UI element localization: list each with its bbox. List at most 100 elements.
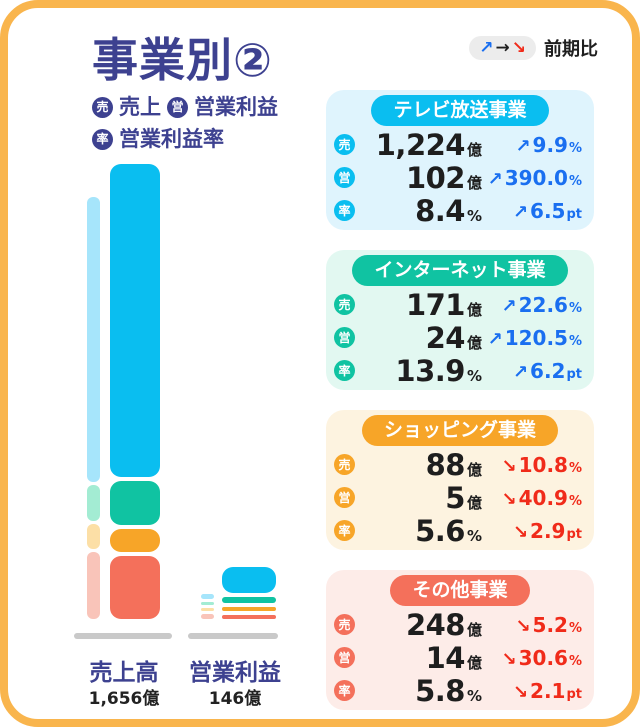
metric-value: 14 億 (425, 640, 482, 675)
metric-change: ↘ 5.2% (515, 612, 582, 637)
business-card-title: テレビ放送事業 (371, 95, 549, 126)
metric-value: 5.6% (415, 513, 482, 548)
up-arrow-icon: ↗ (501, 295, 517, 317)
business-card-title: インターネット事業 (352, 255, 568, 286)
metric-value: 24 億 (425, 320, 482, 355)
metric-change: ↘ 30.6% (501, 645, 582, 670)
axis-total-profit: 146億 (208, 689, 262, 709)
metric-change: ↘ 2.1 pt (512, 678, 582, 703)
metric-badge-icon: 売 (334, 294, 355, 315)
metric-badge-icon: 売 (334, 454, 355, 475)
comparison-legend: ↗ → ↘ 前期比 (469, 35, 598, 61)
baseline-profit (188, 633, 278, 639)
metric-change: ↘ 2.9 pt (512, 518, 582, 543)
down-arrow-icon: ↘ (511, 38, 526, 58)
bar-segment-profit-prev-0 (201, 594, 214, 599)
metric-badge-icon: 売 (334, 134, 355, 155)
bar-segment-profit-2 (222, 607, 276, 611)
metric-change: ↗ 6.5 pt (512, 198, 582, 223)
legend-line-1: 売 売上 営 営業利益 (92, 92, 352, 122)
bar-segment-sales-prev-1 (87, 485, 100, 521)
rate-badge-icon: 率 (92, 128, 113, 150)
metric-badge-icon: 率 (334, 200, 355, 221)
bar-segment-profit-prev-3 (201, 614, 214, 619)
metric-value: 102 億 (405, 160, 482, 195)
trend-arrows-pill: ↗ → ↘ (469, 36, 536, 60)
metric-badge-icon: 営 (334, 327, 355, 348)
bar-shadow-profit (201, 594, 214, 619)
down-arrow-icon: ↘ (515, 615, 531, 637)
page-title: 事業別② (92, 33, 273, 87)
down-arrow-icon: ↘ (512, 681, 529, 703)
profit-badge-icon: 営 (167, 96, 188, 118)
baseline-sales (74, 633, 172, 639)
metric-change: ↘ 10.8% (501, 452, 582, 477)
bar-segment-profit-1 (222, 597, 276, 603)
metric-badge-icon: 営 (334, 487, 355, 508)
legend-label-profit: 営業利益 (194, 95, 278, 119)
metric-change: ↗ 6.2 pt (512, 358, 582, 383)
metric-value: 248 億 (405, 607, 482, 642)
metric-badge-icon: 営 (334, 647, 355, 668)
metric-change: ↗ 22.6% (501, 292, 582, 317)
metric-rows: 売 88 億 ↘ 10.8% 営 5 億 ↘ 40.9% 率 5.6% ↘ 2.9 pt (326, 446, 594, 548)
down-arrow-icon: ↘ (501, 648, 517, 670)
metric-change: ↗ 120.5% (487, 325, 582, 350)
legend-line-2: 率 営業利益率 (92, 124, 352, 154)
bar-main-profit (222, 567, 276, 619)
up-arrow-icon: ↗ (515, 135, 531, 157)
bar-segment-profit-prev-1 (201, 602, 214, 605)
metric-legend: 売 売上 営 営業利益 率 営業利益率 (92, 92, 352, 156)
bar-segment-sales-2 (110, 529, 160, 552)
metric-value: 8.4% (415, 193, 482, 228)
sales-badge-icon: 売 (92, 96, 113, 118)
up-arrow-icon: ↗ (479, 38, 494, 58)
bar-segment-sales-1 (110, 481, 160, 525)
up-arrow-icon: ↗ (487, 168, 503, 190)
bar-segment-sales-0 (110, 164, 160, 477)
metric-row: 率 8.4% ↗ 6.5 pt (334, 193, 582, 228)
up-arrow-icon: ↗ (512, 201, 529, 223)
bar-main-sales (110, 164, 160, 619)
metric-change: ↗ 390.0% (487, 165, 582, 190)
metric-row: 売 171 億 ↗ 22.6% (334, 287, 582, 322)
bar-segment-profit-0 (222, 567, 276, 593)
metric-rows: 売 1,224 億 ↗ 9.9% 営 102 億 ↗ 390.0% 率 8.4% ↗ 6.5 pt (326, 126, 594, 228)
axis-label-profit: 営業利益 (189, 660, 281, 686)
axis-label-sales: 売上高 (89, 660, 159, 686)
down-arrow-icon: ↘ (512, 521, 529, 543)
metric-row: 売 88 億 ↘ 10.8% (334, 448, 582, 482)
metric-row: 率 13.9% ↗ 6.2 pt (334, 354, 582, 388)
metric-row: 率 5.6% ↘ 2.9 pt (334, 513, 582, 548)
metric-value: 5.8% (415, 673, 482, 708)
metric-value: 1,224 億 (375, 127, 482, 162)
metric-badge-icon: 売 (334, 614, 355, 635)
bar-segment-profit-3 (222, 615, 276, 619)
metric-badge-icon: 率 (334, 680, 355, 701)
metric-rows: 売 171 億 ↗ 22.6% 営 24 億 ↗ 120.5% 率 13.9% ↗ 6.2 pt (326, 286, 594, 388)
legend-label-rate: 営業利益率 (119, 127, 224, 151)
bar-segment-sales-prev-3 (87, 552, 100, 619)
business-card-internet: インターネット事業 売 171 億 ↗ 22.6% 営 24 億 ↗ 120.5% 率 13.9% ↗ 6… (326, 250, 594, 390)
metric-row: 売 248 億 ↘ 5.2% (334, 607, 582, 642)
business-card-shopping: ショッピング事業 売 88 億 ↘ 10.8% 営 5 億 ↘ 40.9% 率 5.6% ↘ 2.9 pt (326, 410, 594, 550)
up-arrow-icon: ↗ (487, 328, 503, 350)
bar-segment-sales-prev-0 (87, 197, 100, 482)
business-card-tv: テレビ放送事業 売 1,224 億 ↗ 9.9% 営 102 億 ↗ 390.0% 率 8.4% ↗ 6.… (326, 90, 594, 230)
bar-segment-sales-prev-2 (87, 524, 100, 549)
metric-rows: 売 248 億 ↘ 5.2% 営 14 億 ↘ 30.6% 率 5.8% ↘ 2.1 pt (326, 606, 594, 708)
metric-badge-icon: 率 (334, 360, 355, 381)
metric-change: ↘ 40.9% (501, 485, 582, 510)
metric-value: 171 億 (405, 287, 482, 322)
metric-row: 売 1,224 億 ↗ 9.9% (334, 127, 582, 162)
axis-total-sales: 1,656億 (88, 689, 160, 709)
metric-badge-icon: 営 (334, 167, 355, 188)
bar-segment-sales-3 (110, 556, 160, 619)
bar-segment-profit-prev-2 (201, 608, 214, 611)
right-arrow-icon: → (495, 38, 510, 58)
business-card-other: その他事業 売 248 億 ↘ 5.2% 営 14 億 ↘ 30.6% 率 5.8% ↘ 2.1 pt (326, 570, 594, 710)
comparison-label: 前期比 (544, 39, 598, 60)
business-card-title: その他事業 (390, 575, 530, 606)
